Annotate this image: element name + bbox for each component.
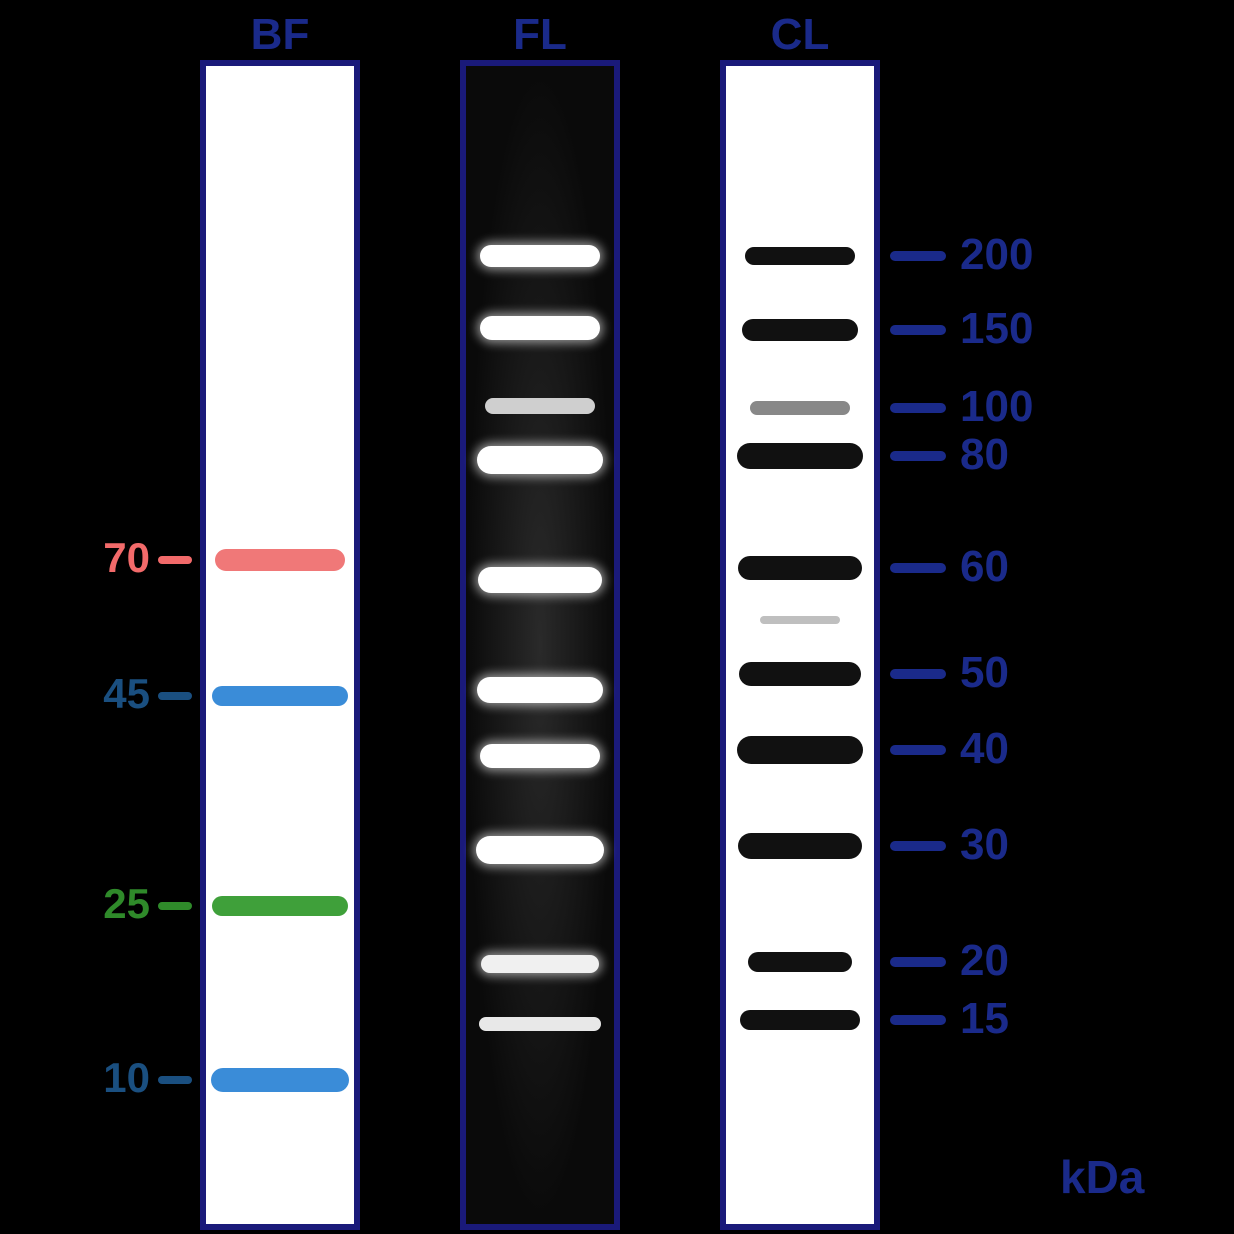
right-mw-label: 150 [960,304,1033,354]
lane-bf [200,60,360,1230]
left-mw-label: 70 [103,534,150,582]
band-bf [211,1068,349,1092]
lane-header-cl: CL [720,10,880,60]
band-fl [477,677,603,703]
band-fl [480,245,600,267]
right-mw-label: 15 [960,994,1009,1044]
left-tick [158,692,192,700]
left-mw-label: 10 [103,1054,150,1102]
band-cl [737,443,863,469]
band-fl [479,1017,601,1031]
band-bf [212,686,348,706]
band-cl [742,319,858,341]
right-mw-label: 40 [960,724,1009,774]
band-cl [738,833,862,859]
band-cl [738,556,862,580]
right-tick [890,841,946,851]
kda-unit-label: kDa [1060,1150,1144,1204]
band-fl [480,316,600,340]
band-fl [481,955,599,973]
band-fl [478,567,602,593]
right-mw-label: 30 [960,820,1009,870]
right-mw-label: 60 [960,542,1009,592]
band-cl [737,736,863,764]
right-tick [890,957,946,967]
band-cl [760,616,840,624]
gel-figure: BF FL CL kDa 70 45 25 10 200 150 10080 60 50 40 30… [0,0,1234,1234]
right-mw-label: 20 [960,936,1009,986]
band-fl [476,836,604,864]
right-tick [890,745,946,755]
band-cl [740,1010,860,1030]
right-mw-label: 80 [960,430,1009,480]
right-tick [890,669,946,679]
lane-cl [720,60,880,1230]
right-mw-label: 200 [960,230,1033,280]
left-tick [158,556,192,564]
left-mw-label: 45 [103,670,150,718]
right-tick [890,563,946,573]
band-fl [477,446,603,474]
band-bf [215,549,345,571]
band-bf [212,896,348,916]
band-cl [750,401,850,415]
right-tick [890,251,946,261]
lane-fl [460,60,620,1230]
right-tick [890,451,946,461]
right-mw-label: 100 [960,382,1033,432]
band-cl [745,247,855,265]
band-fl [480,744,600,768]
right-tick [890,403,946,413]
band-cl [739,662,861,686]
left-mw-label: 25 [103,880,150,928]
band-fl [485,398,595,414]
lane-header-fl: FL [460,10,620,60]
band-cl [748,952,852,972]
lane-header-bf: BF [200,10,360,60]
right-tick [890,1015,946,1025]
right-mw-label: 50 [960,648,1009,698]
left-tick [158,902,192,910]
right-tick [890,325,946,335]
left-tick [158,1076,192,1084]
